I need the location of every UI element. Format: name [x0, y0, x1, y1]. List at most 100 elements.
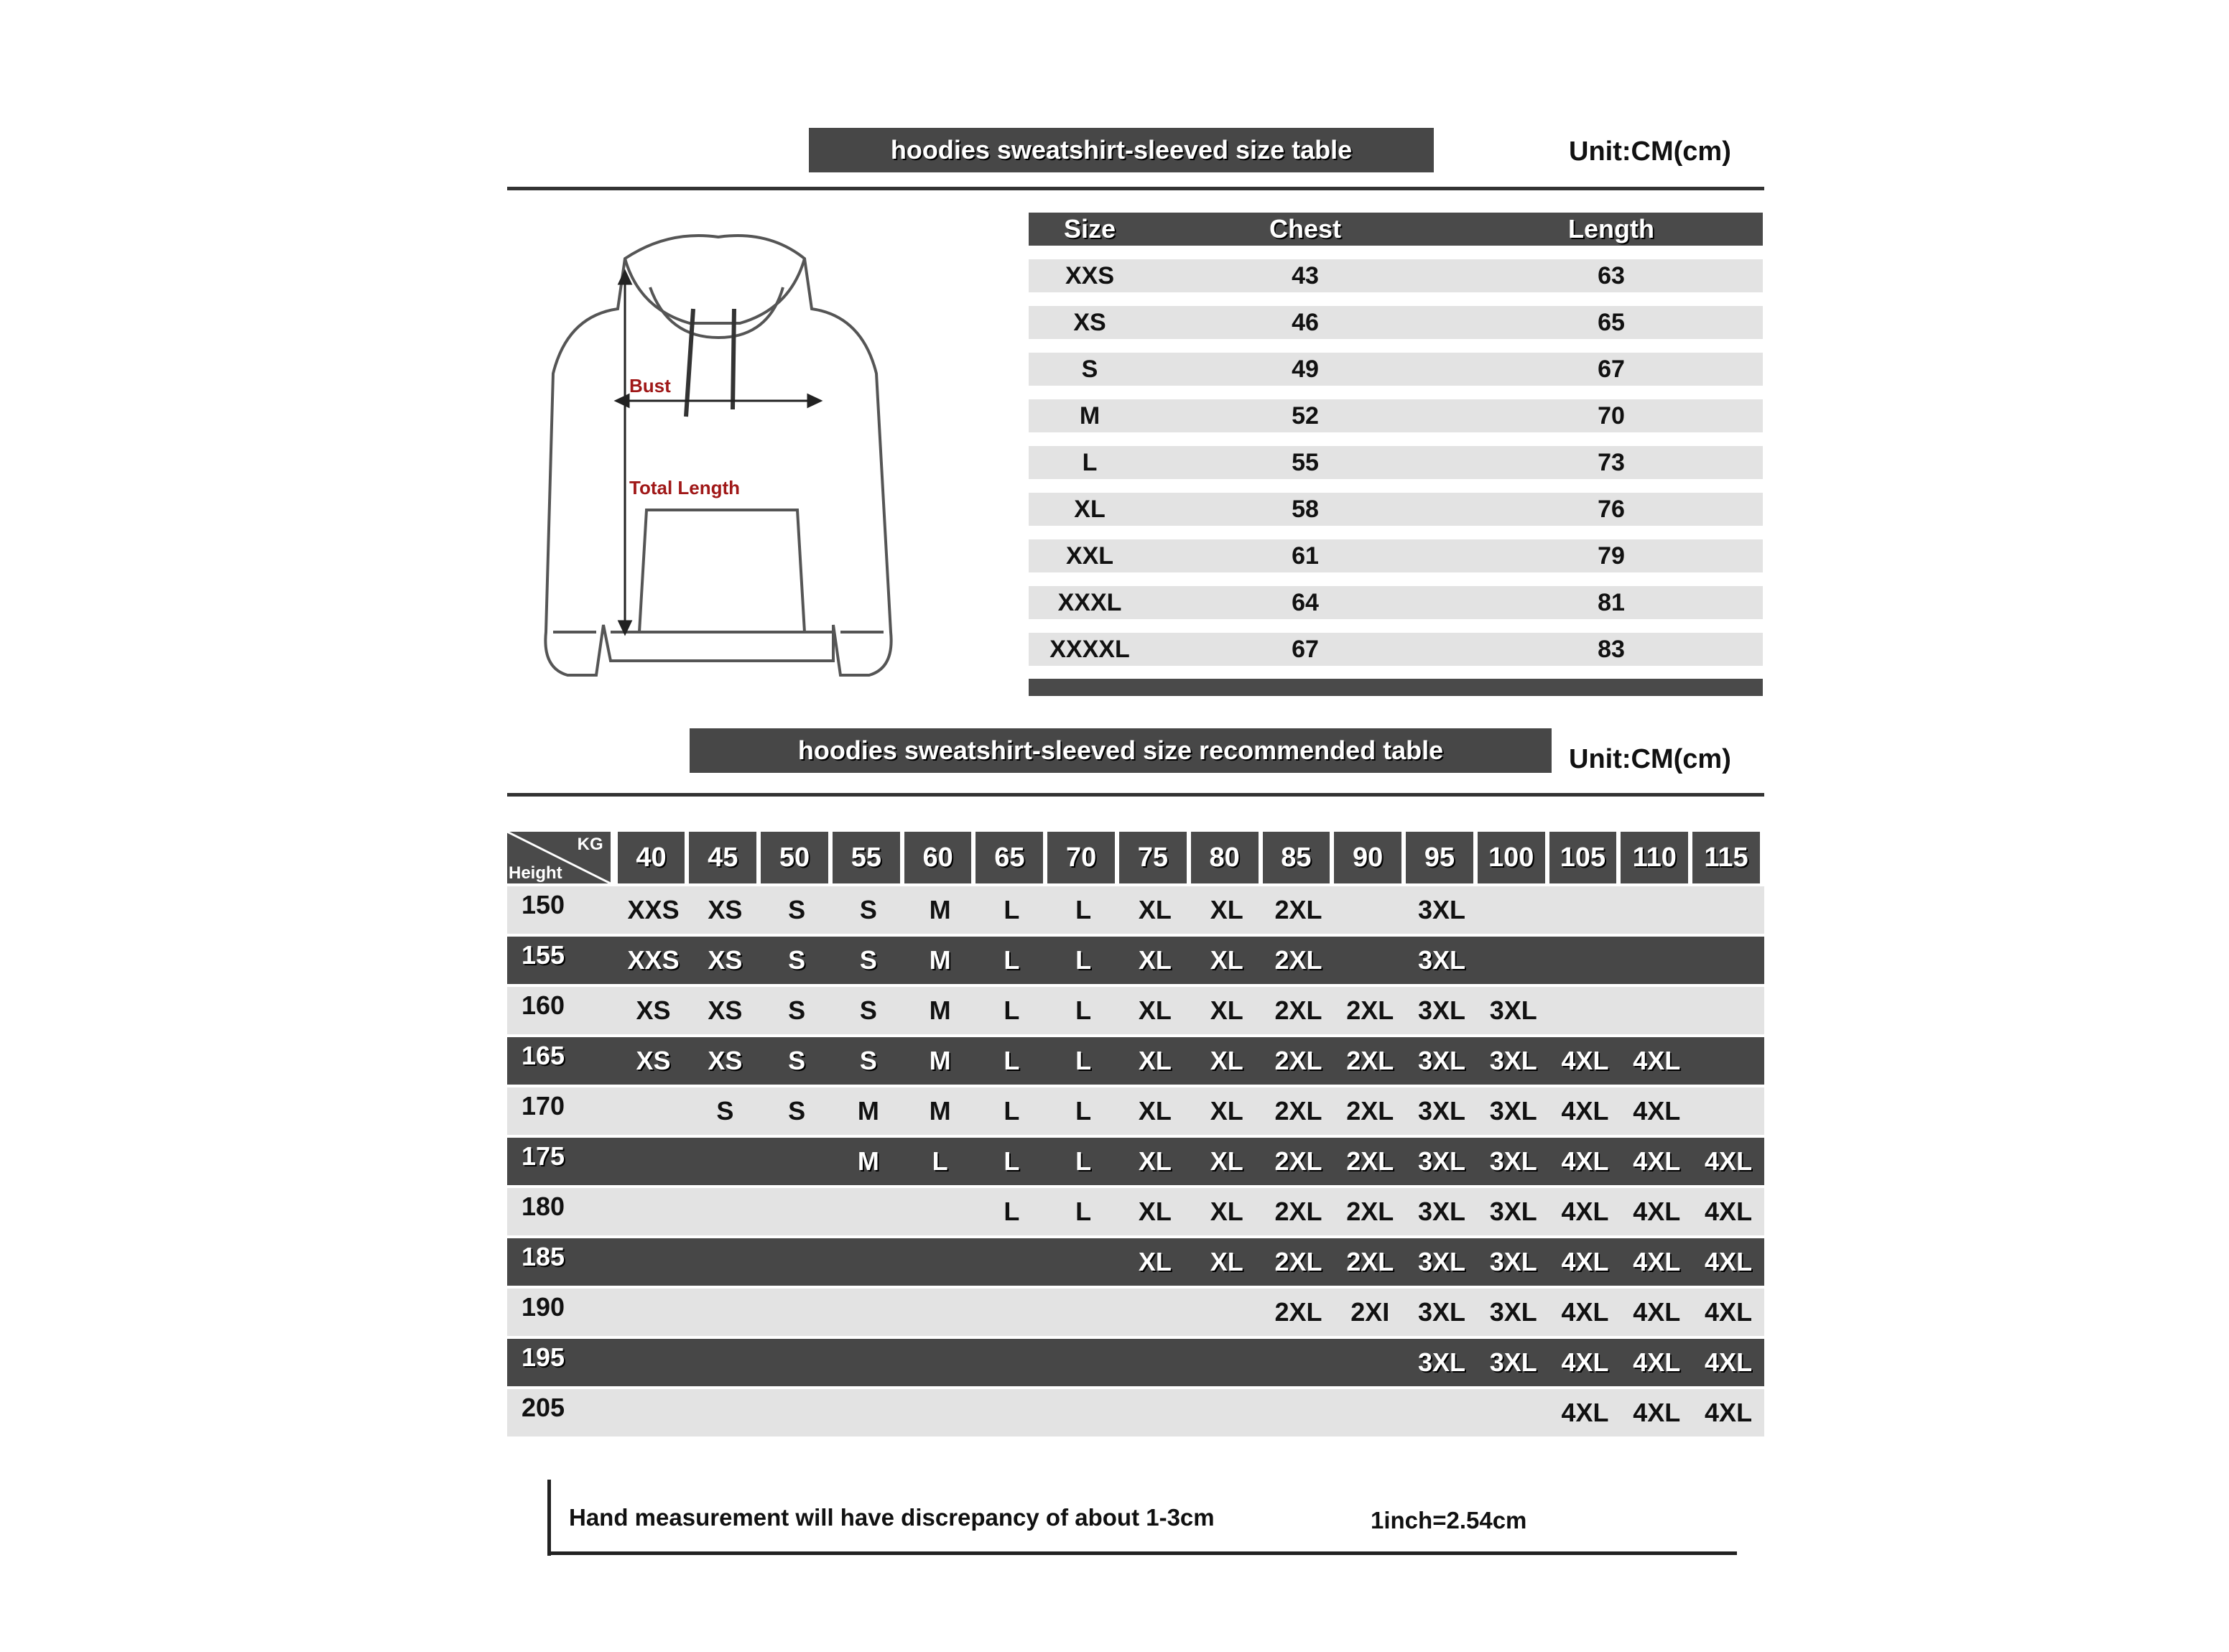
size-cell: 4XL [1561, 1096, 1609, 1126]
size-cell: 58 [1292, 495, 1319, 523]
size-cell: L [1004, 1096, 1020, 1126]
size-cell: 3XL [1489, 1297, 1537, 1327]
size-cell: 2XI [1350, 1297, 1390, 1327]
size-cell: L [1004, 1197, 1020, 1226]
size-cell: XL [1210, 1096, 1243, 1126]
recommend-row: 155 XXS XS S S M L L XL XL 2XL 3XL [507, 937, 1764, 984]
size-cell: XL [1210, 895, 1243, 924]
size-cell: XXS [627, 945, 680, 975]
size-row: XL 58 76 [1029, 493, 1763, 526]
weight-header: 45 [689, 832, 757, 883]
recommend-row: 185 XL XL 2XL 2XL 3XL 3XL 4XL 4XL 4XL [507, 1238, 1764, 1286]
size-cell: L [1004, 895, 1020, 924]
size-cell: 67 [1292, 635, 1319, 663]
weight-header: 80 [1190, 832, 1259, 883]
size-cell: 2XL [1346, 1197, 1394, 1226]
size-cell: S [788, 1046, 806, 1075]
size-cell: 2XL [1274, 1146, 1322, 1176]
size-row: XXXXL 67 83 [1029, 633, 1763, 666]
size-cell: 3XL [1489, 1247, 1537, 1276]
size-cell: S [716, 1096, 734, 1126]
size-cell: XL [1138, 945, 1172, 975]
size-cell: XL [1138, 1096, 1172, 1126]
size-row: L 55 73 [1029, 446, 1763, 479]
size-table-unit: Unit:CM(cm) [1569, 136, 1731, 167]
size-cell: 79 [1598, 542, 1625, 570]
weight-header: 110 [1621, 832, 1689, 883]
size-cell: 61 [1292, 542, 1319, 570]
size-cell: 4XL [1561, 1297, 1609, 1327]
recommend-table-header: KG Height 40 45 50 55 60 65 70 75 80 85 90 95 100 105… [507, 832, 1764, 883]
size-cell: M [929, 945, 951, 975]
size-table-footer-bar [1029, 679, 1763, 696]
weight-header: 40 [617, 832, 685, 883]
corner-cell: KG Height [507, 832, 611, 883]
recommend-table-unit: Unit:CM(cm) [1569, 744, 1731, 774]
size-cell: 2XL [1274, 945, 1322, 975]
weight-header: 65 [976, 832, 1044, 883]
divider [507, 793, 1764, 797]
size-cell: 4XL [1705, 1247, 1753, 1276]
size-table: Size Chest Length XXS 43 63 XS 46 65 S 49 67 M 52 7… [1029, 213, 1763, 696]
size-cell: M [929, 996, 951, 1025]
weight-header: 85 [1262, 832, 1330, 883]
size-cell: 4XL [1561, 1347, 1609, 1377]
size-cell: XXXXL [1049, 635, 1130, 663]
hoodie-diagram [544, 234, 893, 677]
size-cell: 63 [1598, 261, 1625, 289]
size-cell: 4XL [1633, 1297, 1681, 1327]
kg-label: KG [577, 835, 603, 854]
size-cell: S [788, 1096, 806, 1126]
size-cell: XL [1138, 996, 1172, 1025]
size-cell: 2XL [1346, 1046, 1394, 1075]
height-cell: 185 [522, 1242, 565, 1271]
size-cell: 4XL [1633, 1096, 1681, 1126]
size-cell: XL [1210, 1146, 1243, 1176]
height-cell: 150 [522, 890, 565, 919]
size-cell: XL [1138, 1146, 1172, 1176]
weight-header: 90 [1334, 832, 1402, 883]
size-cell: 3XL [1417, 895, 1465, 924]
size-row: XXL 61 79 [1029, 539, 1763, 572]
size-cell: 2XL [1274, 1197, 1322, 1226]
size-cell: XXXL [1057, 588, 1122, 616]
size-cell: M [929, 895, 951, 924]
size-cell: 3XL [1417, 1297, 1465, 1327]
size-cell: 2XL [1274, 1096, 1322, 1126]
size-cell: 49 [1292, 355, 1319, 383]
size-table-title: hoodies sweatshirt-sleeved size table [809, 128, 1434, 172]
size-cell: 3XL [1417, 945, 1465, 975]
size-cell: 64 [1292, 588, 1319, 616]
size-cell: 3XL [1489, 1096, 1537, 1126]
size-cell: 4XL [1633, 1247, 1681, 1276]
footer-hline [547, 1551, 1737, 1555]
size-cell: S [788, 895, 806, 924]
size-cell: XS [708, 996, 743, 1025]
height-label: Height [509, 863, 562, 883]
size-cell: L [1075, 996, 1092, 1025]
size-cell: L [1075, 1146, 1092, 1176]
size-cell: L [1075, 1096, 1092, 1126]
size-cell: 46 [1292, 308, 1319, 336]
recommend-table-title: hoodies sweatshirt-sleeved size recommen… [690, 728, 1552, 773]
size-cell: XS [708, 895, 743, 924]
size-cell: XL [1138, 1197, 1172, 1226]
size-cell: M [857, 1146, 879, 1176]
size-cell: S [1081, 355, 1098, 383]
height-cell: 195 [522, 1342, 565, 1372]
column-header: Size [1063, 214, 1116, 243]
size-cell: 4XL [1705, 1347, 1753, 1377]
size-cell: 3XL [1417, 1347, 1465, 1377]
weight-header: 105 [1549, 832, 1617, 883]
size-cell: 4XL [1561, 1247, 1609, 1276]
recommend-table: KG Height 40 45 50 55 60 65 70 75 80 85 90 95 100 105… [507, 832, 1764, 1437]
size-cell: L [1075, 1197, 1092, 1226]
size-cell: 65 [1598, 308, 1625, 336]
size-cell: XXS [627, 895, 680, 924]
weight-header: 55 [832, 832, 900, 883]
size-cell: XL [1074, 495, 1106, 523]
size-cell: 4XL [1561, 1046, 1609, 1075]
size-cell: XL [1210, 1247, 1243, 1276]
size-cell: 4XL [1705, 1297, 1753, 1327]
size-cell: 2XL [1274, 1247, 1322, 1276]
